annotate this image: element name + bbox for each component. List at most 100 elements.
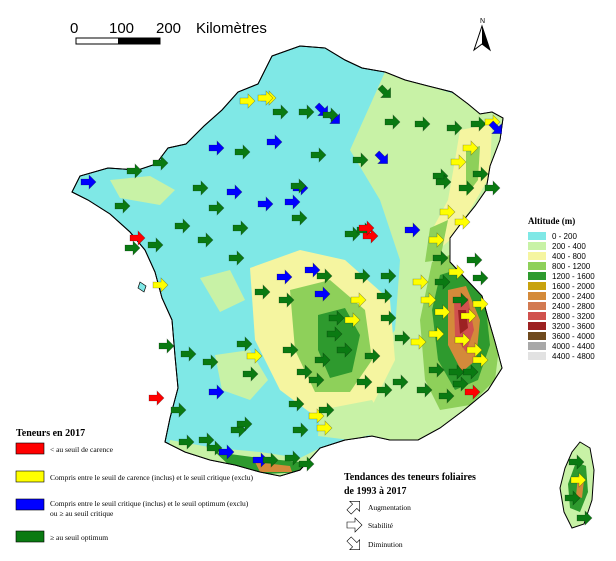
marker-arrow-green (466, 252, 483, 268)
trends-legend-title-line2: de 1993 à 2017 (344, 486, 407, 497)
trend-icon-augmentation (346, 501, 360, 515)
marker-arrow-yellow (472, 352, 489, 368)
marker-arrow-blue (218, 444, 235, 460)
marker-arrow-green (206, 440, 223, 456)
marker-arrow-green (202, 354, 219, 370)
marker-arrow-green (364, 348, 381, 364)
altitude-swatch (528, 302, 546, 310)
marker-arrow-green (352, 152, 369, 168)
legend-swatch-carence-critique (15, 470, 45, 483)
marker-arrow-yellow (257, 90, 274, 106)
marker-arrow-green (416, 382, 433, 398)
marker-arrow-blue (208, 384, 225, 400)
marker-arrow-green (292, 422, 309, 438)
marker-arrow-blue (257, 196, 274, 212)
marker-arrow-red (148, 390, 165, 406)
marker-arrow-yellow (412, 274, 429, 290)
marker-arrow-green (472, 270, 489, 286)
marker-arrow-yellow (570, 472, 587, 488)
altitude-swatch (528, 352, 546, 360)
marker-arrow-blue (304, 262, 321, 278)
marker-arrow-blue (252, 452, 269, 468)
marker-arrow-green (124, 240, 141, 256)
marker-arrow-green (462, 364, 479, 380)
marker-arrow-green (376, 382, 393, 398)
marker-arrow-green (147, 237, 164, 253)
marker-arrow-green (316, 268, 333, 284)
legend-label-critique-optimum: Compris entre le seuil critique (inclus)… (50, 499, 249, 508)
marker-arrow-green (434, 274, 451, 290)
altitude-swatch (528, 232, 546, 240)
altitude-class-label: 3600 - 4000 (552, 332, 595, 341)
marker-arrow-green (272, 104, 289, 120)
marker-arrow-yellow (428, 326, 445, 342)
legend-swatch-critique-optimum (15, 498, 45, 511)
marker-arrow-green (308, 372, 325, 388)
marker-arrow-yellow (434, 304, 451, 320)
marker-arrow-blue (208, 140, 225, 156)
marker-arrow-green (310, 147, 327, 163)
marker-arrow-yellow (420, 292, 437, 308)
marker-arrow-green (432, 250, 449, 266)
altitude-class-label: 1200 - 1600 (552, 272, 595, 281)
marker-arrow-green (228, 250, 245, 266)
marker-arrow-green (288, 396, 305, 412)
marker-arrow-green (470, 116, 487, 132)
marker-arrow-yellow (246, 348, 263, 364)
marker-arrow-green (158, 338, 175, 354)
marker-arrow-green (458, 180, 475, 196)
marker-arrow-green (452, 376, 469, 392)
legend-label-carence-critique: Compris entre le seuil de carence (inclu… (50, 473, 254, 482)
marker-arrow-green (344, 226, 361, 242)
marker-arrow-yellow (350, 292, 367, 308)
marker-arrow-green (435, 174, 452, 190)
marker-arrow-green (576, 510, 593, 526)
marker-arrow-green (192, 180, 209, 196)
marker-arrow-green (356, 374, 373, 390)
marker-arrow-red (358, 220, 375, 236)
scale-bar: 0 100 200 Kilomètres (70, 20, 267, 45)
marker-arrow-yellow (439, 204, 456, 220)
legend-label-carence: < au seuil de carence (50, 445, 114, 454)
marker-arrow-green (298, 104, 315, 120)
marker-arrow-green (232, 220, 249, 236)
north-label: N (480, 18, 485, 25)
marker-arrow-green (296, 364, 313, 380)
trend-label-augmentation: Augmentation (368, 503, 411, 512)
altitude-swatch (528, 242, 546, 250)
marker-arrow-blue (284, 194, 301, 210)
marker-arrow-green (278, 292, 295, 308)
altitude-class-label: 2400 - 2800 (552, 302, 595, 311)
marker-arrow-green (392, 374, 409, 390)
marker-arrow-green (208, 200, 225, 216)
marker-arrow-green (322, 107, 339, 123)
marker-arrow-blue (266, 134, 283, 150)
marker-arrow-blue (488, 120, 502, 134)
marker-arrow-green (298, 456, 315, 472)
marker-arrow-yellow (152, 277, 169, 293)
marker-arrow-green (262, 452, 279, 468)
marker-arrow-green (174, 218, 191, 234)
altitude-swatch (528, 252, 546, 260)
marker-arrow-blue (276, 269, 293, 285)
marker-arrow-yellow (472, 296, 489, 312)
marker-arrow-green (126, 163, 143, 179)
marker-arrow-blue (374, 150, 388, 164)
marker-arrow-green (236, 416, 253, 432)
marker-arrow-green (354, 268, 371, 284)
legend-label-optimum: ≥ au seuil optimum (50, 533, 108, 542)
altitude-class-label: 3200 - 3600 (552, 322, 595, 331)
france-mainland (71, 45, 504, 477)
marker-arrow-green (438, 388, 455, 404)
marker-arrow-yellow (466, 342, 483, 358)
marker-arrow-blue (226, 184, 243, 200)
marker-arrow-yellow (454, 214, 471, 230)
legend-label-critique-optimum-line2: ou ≥ au seuil critique (50, 509, 114, 518)
marker-arrow-green (446, 120, 463, 136)
altitude-class-label: 2800 - 3200 (552, 312, 595, 321)
trends-legend-title-line1: Tendances des teneurs foliaires (344, 472, 476, 483)
marker-arrow-green (170, 402, 187, 418)
marker-arrow-blue (404, 222, 421, 238)
marker-arrow-green (380, 310, 397, 326)
